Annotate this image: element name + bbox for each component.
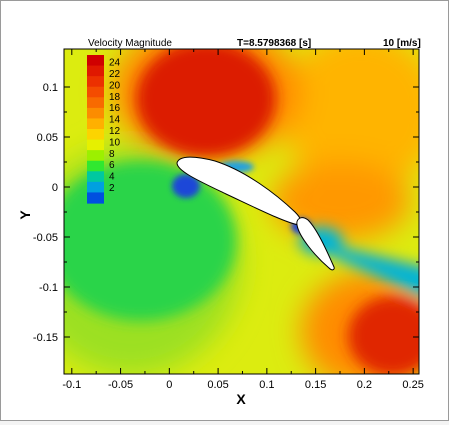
colorbar-swatch — [87, 76, 104, 88]
reference-vector-label: 10 [m/s] — [383, 38, 421, 49]
colorbar-label: 6 — [109, 160, 115, 171]
x-tick-label: 0 — [166, 379, 172, 391]
colorbar-swatch — [87, 107, 104, 120]
colorbar-label: 22 — [109, 69, 121, 80]
colorbar-swatch — [87, 150, 104, 162]
velocity-field — [64, 49, 419, 374]
colorbar-swatch — [87, 160, 104, 172]
colorbar-swatch — [87, 192, 104, 204]
y-tick-label: -0.15 — [33, 332, 58, 344]
x-tick-label: -0.1 — [62, 379, 81, 391]
colorbar-label: 18 — [109, 92, 121, 103]
colorbar-label: 8 — [109, 149, 115, 160]
x-axis-title: X — [236, 391, 246, 407]
colorbar-label: 2 — [109, 183, 115, 194]
x-tick-label: 0.15 — [305, 379, 326, 391]
y-tick-label: -0.05 — [33, 232, 58, 244]
lower-right-high-speed — [348, 296, 419, 374]
high-speed-region — [136, 49, 276, 157]
colorbar-swatch — [87, 181, 104, 194]
time-label: T=8.5798368 [s] — [237, 38, 311, 49]
y-axis-title: Y — [17, 210, 33, 220]
y-tick-label: 0.05 — [37, 132, 58, 144]
colorbar-label: 10 — [109, 137, 121, 148]
colorbar-swatch — [87, 171, 104, 183]
chart-title: Velocity Magnitude — [88, 38, 172, 49]
colorbar-label: 20 — [109, 80, 121, 91]
y-tick-label: -0.1 — [39, 282, 58, 294]
colorbar-label: 14 — [109, 115, 121, 126]
stagnation-low-speed — [172, 174, 200, 198]
x-tick-label: 0.05 — [207, 379, 228, 391]
flap-airfoil — [296, 217, 335, 271]
upper-right-field-region — [281, 49, 419, 191]
colorbar-swatch — [87, 97, 104, 109]
y-tick-label: 0 — [52, 182, 58, 194]
axis-ticks: -0.1 -0.05 0 0.05 0.1 0.15 0.2 0.25 0.1 0.05 0 -0.0… — [33, 49, 424, 391]
colorbar-swatch — [87, 65, 104, 77]
colorbar-label: 16 — [109, 103, 121, 114]
y-tick-label: 0.1 — [43, 82, 58, 94]
x-tick-label: 0.25 — [402, 379, 423, 391]
colorbar-swatch — [87, 139, 104, 151]
colorbar-swatch — [87, 118, 104, 130]
x-tick-label: 0.2 — [357, 379, 372, 391]
colorbar-label: 24 — [109, 58, 121, 69]
colorbar-label: 4 — [109, 172, 115, 183]
colorbar-swatch — [87, 129, 104, 141]
colorbar-label: 12 — [109, 126, 121, 137]
colorbar-swatch — [87, 55, 104, 67]
low-speed-region — [64, 161, 236, 321]
x-tick-label: -0.05 — [108, 379, 133, 391]
x-tick-label: 0.1 — [259, 379, 274, 391]
colorbar-swatch — [87, 86, 104, 98]
